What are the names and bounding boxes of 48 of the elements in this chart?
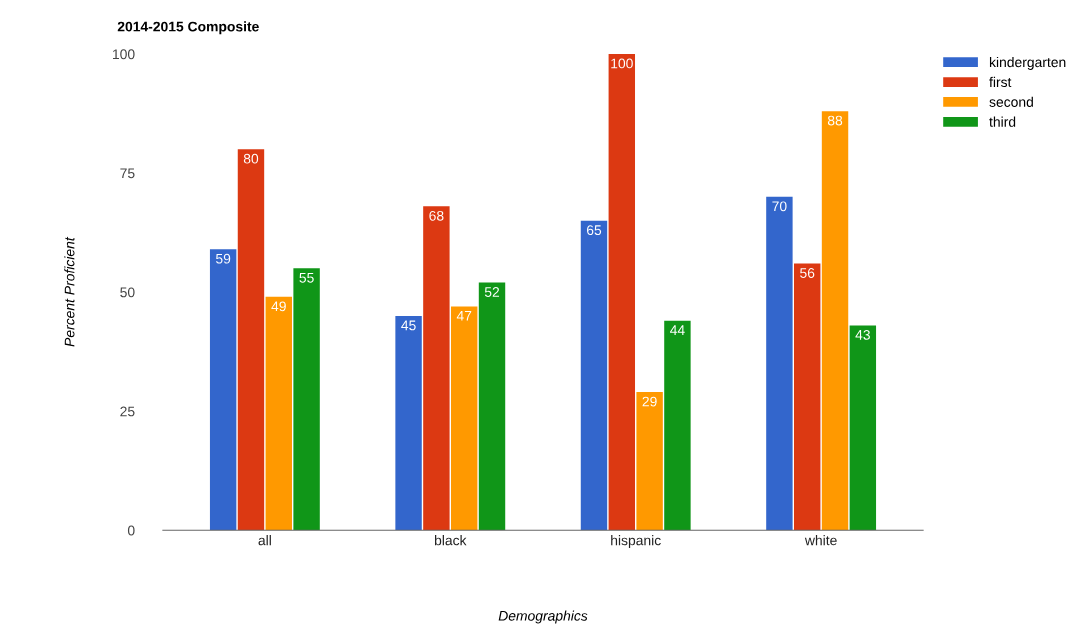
x-tick-label: white (804, 535, 837, 546)
y-tick-label: 50 (120, 287, 135, 298)
data-label: 49 (271, 301, 286, 312)
data-label: 43 (855, 329, 870, 340)
y-tick-label: 75 (120, 168, 135, 179)
data-label: 68 (429, 210, 444, 221)
x-axis-title: Demographics (498, 610, 588, 624)
bar (265, 296, 292, 531)
data-label: 29 (642, 396, 657, 407)
data-label: 44 (670, 325, 685, 335)
bar (293, 268, 320, 531)
y-tick-label: 100 (113, 49, 135, 60)
x-tick-label: black (434, 535, 467, 546)
legend-label: first (989, 76, 1012, 88)
legend-label: third (989, 116, 1016, 127)
data-label: 65 (586, 225, 602, 236)
bar (849, 325, 877, 531)
bar (821, 111, 849, 531)
data-label: 70 (772, 201, 787, 212)
bar (608, 53, 636, 531)
data-label: 80 (243, 153, 259, 164)
bar (580, 220, 608, 531)
bar (794, 263, 821, 531)
bar (478, 282, 506, 531)
data-label: 47 (456, 311, 472, 321)
legend-label: second (989, 96, 1033, 107)
bar (237, 149, 265, 531)
legend-label: kindergarten (989, 56, 1066, 70)
data-label: 56 (800, 268, 815, 278)
data-label: 52 (484, 287, 500, 297)
chart-title: 2014-2015 Composite (117, 21, 259, 35)
x-tick-label: all (258, 535, 271, 546)
y-tick-label: 25 (120, 406, 135, 417)
bar (664, 320, 691, 531)
bar (636, 392, 663, 531)
bar (766, 196, 793, 531)
data-label: 88 (827, 115, 843, 126)
bar (450, 306, 478, 531)
y-tick-label: 0 (127, 525, 135, 536)
bar (395, 315, 422, 531)
y-axis-title: Percent Proficient (64, 236, 75, 347)
data-label: 100 (611, 58, 633, 69)
data-label: 55 (299, 272, 314, 283)
data-label: 45 (401, 320, 416, 331)
data-label: 59 (215, 253, 231, 264)
x-tick-label: hispanic (611, 535, 661, 549)
bar (423, 206, 450, 531)
bar (209, 249, 237, 531)
